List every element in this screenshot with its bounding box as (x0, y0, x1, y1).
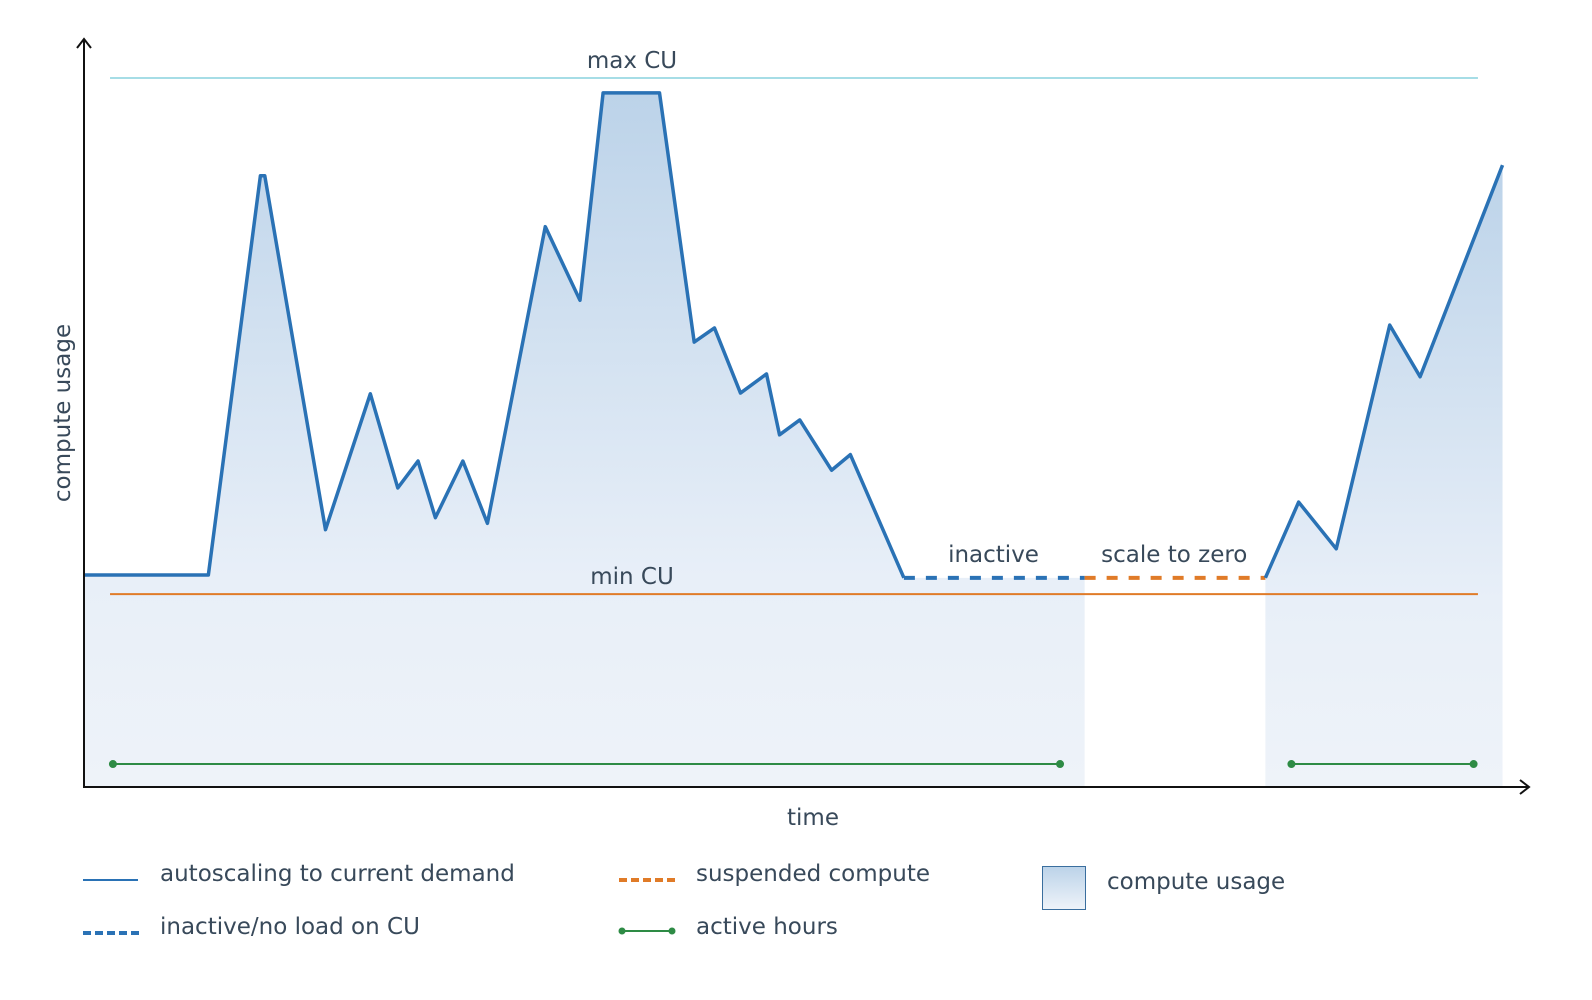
legend-inactive-swatch (83, 931, 139, 935)
compute-usage-area-0 (84, 92, 1085, 787)
reference-label-0: max CU (587, 48, 677, 74)
active-hours-start-point-0 (108, 760, 117, 769)
series-line-3 (1263, 164, 1505, 579)
reference-label-1: min CU (590, 564, 674, 590)
legend-active-hours: active hours (696, 914, 838, 940)
series-line-0 (84, 91, 906, 579)
x-axis-label: time (787, 805, 839, 831)
y-axis-label: compute usage (50, 324, 76, 502)
legend-compute-usage: compute usage (1107, 869, 1286, 895)
legend-inactive: inactive/no load on CU (160, 914, 420, 940)
y-axis-arrow-icon (76, 37, 92, 49)
annotation-scale-to-zero: scale to zero (1101, 542, 1247, 568)
legend-compute-usage-swatch (1042, 866, 1086, 910)
legend-autoscaling: autoscaling to current demand (160, 861, 515, 887)
x-axis-arrow-icon (1519, 779, 1531, 795)
chart: time compute usage max CU min CU inactive s… (50, 37, 1531, 831)
active-hours-end-point-1 (1469, 760, 1478, 769)
legend-active-hours-swatch (618, 927, 676, 935)
legend-suspended: suspended compute (696, 861, 930, 887)
legend-suspended-swatch (619, 878, 675, 882)
legend-autoscaling-swatch (83, 879, 138, 881)
axes (76, 37, 1531, 795)
annotation-inactive: inactive (948, 542, 1039, 568)
active-hours-start-point-1 (1287, 760, 1296, 769)
active-hours-end-point-0 (1056, 760, 1065, 769)
